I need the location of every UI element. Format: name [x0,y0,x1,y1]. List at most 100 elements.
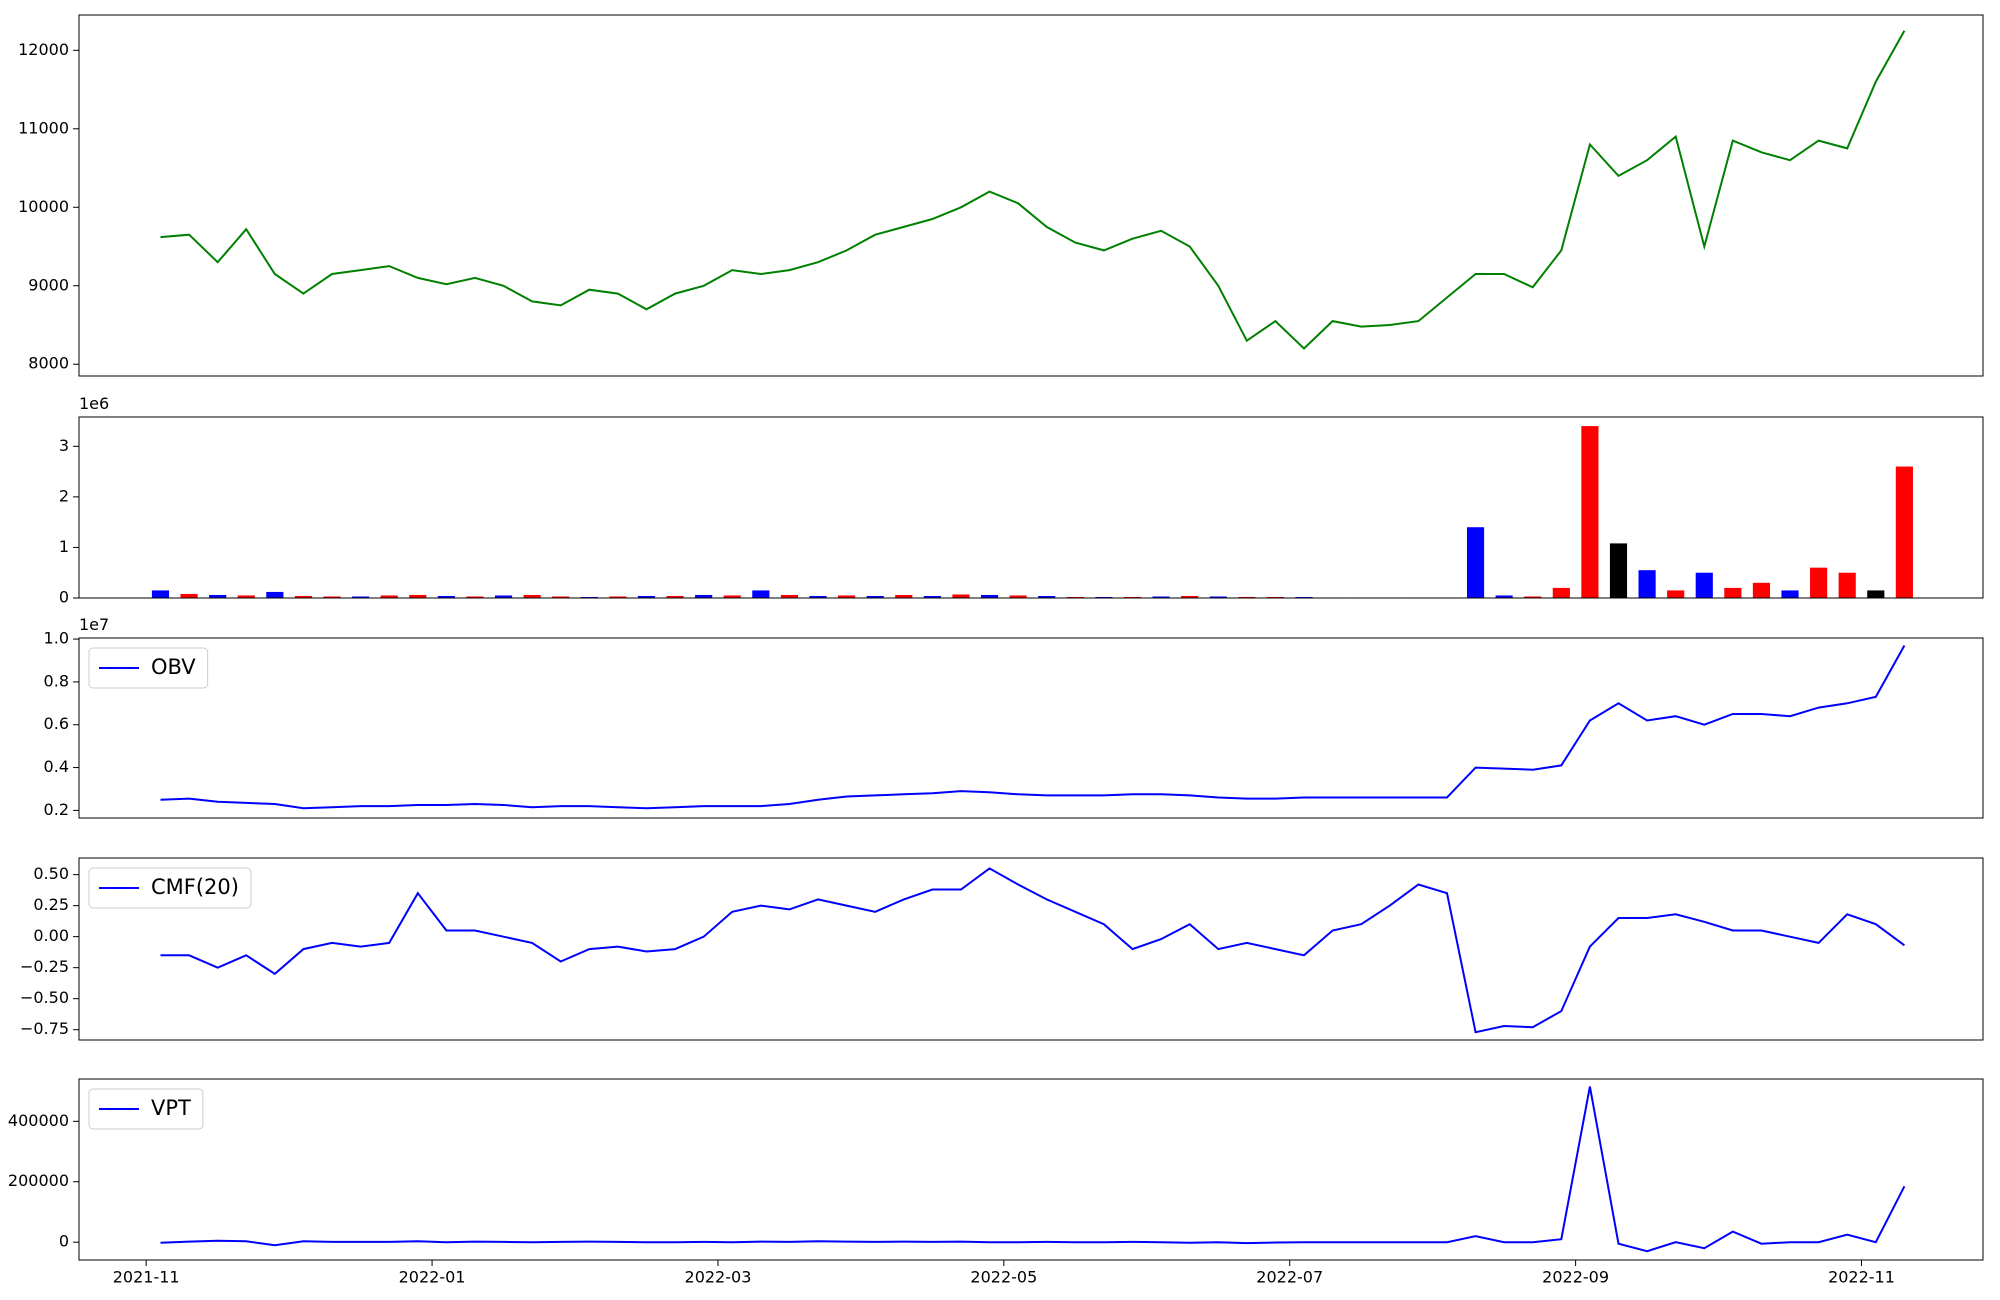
bar [952,594,970,598]
y-tick-label: −0.50 [20,988,69,1007]
bar [637,595,656,598]
bar [1895,466,1913,598]
bar [1609,543,1628,598]
bar [1152,596,1170,598]
bar [1495,595,1513,598]
bar [1238,596,1256,598]
line [160,867,1905,1034]
bar [609,596,627,598]
y-tick-label: 0 [59,1232,69,1251]
line [160,1086,1906,1253]
line [160,30,1906,350]
legend-label: VPT [151,1096,191,1120]
panel: 0 1 2 3 1e6 [59,394,1984,607]
legend: VPT [88,1088,204,1130]
x-tick-label: 2022-09 [1542,1268,1609,1287]
bar [1810,567,1828,598]
bar [1123,596,1142,598]
bar [580,596,598,598]
legend-box [88,1088,204,1130]
bar [237,595,255,598]
bar [1638,570,1656,598]
bar [1266,596,1285,598]
y-tick-label: 0.2 [44,800,69,819]
bar [1552,587,1570,598]
y-tick-label: 0.4 [44,757,69,776]
axes-frame [78,14,1984,377]
bar [1724,587,1742,598]
bar [1667,590,1685,598]
y-tick-label: 8000 [28,354,69,373]
y-tick-label: 0.6 [44,714,69,733]
bar [1009,595,1027,598]
panel: −0.75 −0.50 −0.25 0.00 0.25 0.50 CMF(20) [20,857,1984,1041]
legend-box [88,647,209,689]
bar [1038,595,1056,598]
y-offset-label: 1e7 [79,615,109,634]
bar [1867,590,1885,598]
y-tick-label: 1 [59,537,69,556]
y-tick-label: 0.50 [33,864,69,883]
y-tick-label: −0.75 [20,1019,69,1038]
y-tick-label: 3 [59,436,69,455]
bar [923,595,941,598]
bar [752,590,770,598]
x-tick-label: 2022-01 [399,1268,466,1287]
y-tick-label: 0 [59,588,69,607]
bar [809,595,827,598]
bar [266,591,284,598]
legend: CMF(20) [88,867,252,909]
bar [1581,426,1599,598]
bar [1466,527,1485,598]
y-tick-label: 12000 [18,40,69,59]
bar [1066,596,1084,598]
bar [1781,590,1799,598]
axes-frame [78,416,1984,599]
bar [409,594,427,598]
y-tick-label: −0.25 [20,957,69,976]
bar [1209,596,1227,598]
bar [838,595,856,598]
bar [695,594,713,598]
bar [437,595,455,598]
y-tick-label: 2 [59,486,69,505]
bar [523,594,541,598]
x-tick-label: 2021-11 [113,1268,180,1287]
bar [180,593,198,598]
x-tick-label: 2022-11 [1828,1268,1895,1287]
axes-frame [78,1078,1984,1261]
legend-box [88,867,252,909]
panel: 8000 9000 10000 11000 12000 [18,14,1984,377]
y-tick-label: 200000 [8,1171,69,1190]
bar [1295,596,1313,598]
bar [294,595,312,598]
bar [1181,595,1199,598]
bar [494,595,513,598]
bar [895,594,913,598]
axes-frame [78,637,1984,819]
y-tick-label: 10000 [18,197,69,216]
y-tick-label: 0.00 [33,926,69,945]
bar [552,596,570,598]
x-tick-label: 2022-03 [685,1268,752,1287]
bar [380,595,398,598]
bar [1695,572,1713,598]
legend: OBV [88,647,209,689]
bar [780,594,799,598]
bar [1524,596,1542,598]
x-tick-label: 2022-05 [970,1268,1037,1287]
bar [866,595,884,598]
bar [1752,582,1771,598]
bar [980,594,999,598]
y-offset-label: 1e6 [79,394,109,413]
y-tick-label: 9000 [28,275,69,294]
axes-frame [78,857,1984,1041]
x-tick-label: 2022-07 [1256,1268,1323,1287]
bar [352,596,370,598]
y-tick-label: 1.0 [44,629,69,648]
bar [151,590,170,598]
bar [723,595,741,598]
bar [466,596,484,598]
legend-label: CMF(20) [151,875,239,899]
